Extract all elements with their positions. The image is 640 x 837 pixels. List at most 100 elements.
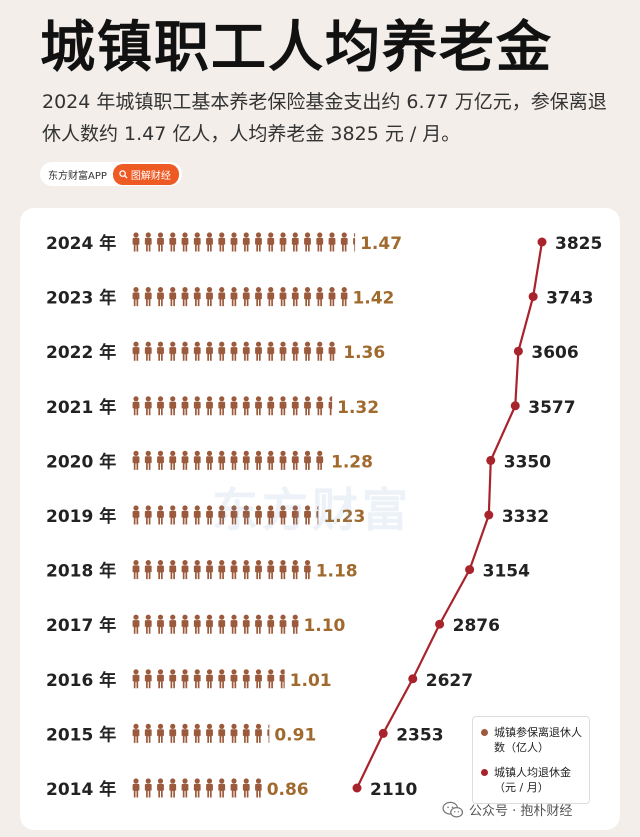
person-icon [132, 396, 140, 416]
person-icon [193, 396, 201, 416]
person-icon [193, 669, 201, 689]
person-icon [132, 232, 140, 252]
person-icon [193, 450, 201, 470]
pension-point [408, 674, 418, 684]
people-value-label: 1.42 [352, 289, 394, 309]
person-icon [304, 450, 311, 470]
person-icon [255, 560, 262, 580]
person-icon [291, 450, 299, 470]
person-icon [169, 560, 177, 580]
person-icon [206, 614, 213, 634]
person-icon [255, 450, 262, 470]
person-icon [255, 396, 262, 416]
pension-value-label: 3606 [531, 343, 578, 363]
person-icon [218, 614, 226, 634]
person-icon [169, 287, 177, 307]
category-label: 2015 年 [46, 724, 116, 745]
person-icon [144, 341, 152, 361]
person-icon [144, 505, 152, 525]
person-icon [206, 778, 213, 798]
people-value-label: 1.47 [360, 234, 402, 254]
pension-value-label: 3154 [483, 562, 530, 582]
legend-label-pension: 城镇人均退休金（元 / 月） [494, 766, 571, 794]
person-icon [316, 450, 324, 470]
person-icon [181, 505, 189, 525]
person-icon [242, 450, 250, 470]
person-icon [255, 232, 262, 252]
person-icon [157, 341, 164, 361]
person-icon [291, 614, 299, 634]
person-icon [169, 669, 177, 689]
person-icon [206, 341, 213, 361]
person-icon [193, 723, 201, 743]
person-icon [279, 341, 287, 361]
person-icon [193, 778, 201, 798]
person-icon [157, 396, 164, 416]
person-icon [132, 560, 140, 580]
person-icon [230, 287, 238, 307]
pension-value-label: 3743 [546, 289, 593, 309]
person-icon [157, 560, 164, 580]
people-value-label: 0.91 [274, 725, 316, 745]
person-icon [181, 669, 189, 689]
person-icon [144, 287, 152, 307]
person-icon [218, 560, 226, 580]
person-icon [206, 287, 213, 307]
person-icon [340, 287, 348, 307]
person-icon [267, 560, 275, 580]
legend-label-people: 城镇参保离退休人数（亿人） [494, 726, 582, 754]
people-bar [132, 560, 311, 580]
person-icon [242, 778, 250, 798]
person-icon [255, 341, 262, 361]
pension-value-label: 2876 [453, 616, 500, 636]
person-icon [206, 450, 213, 470]
person-icon [255, 669, 262, 689]
person-icon [291, 287, 299, 307]
category-label: 2020 年 [46, 451, 116, 472]
legend-dot-pension [481, 769, 488, 776]
legend: 城镇参保离退休人数（亿人） 城镇人均退休金（元 / 月） [472, 716, 590, 804]
person-icon [255, 614, 262, 634]
people-value-label: 1.18 [316, 562, 358, 582]
person-icon [304, 560, 311, 580]
person-icon [230, 723, 238, 743]
person-icon [230, 396, 238, 416]
page-title: 城镇职工人均养老金 [40, 15, 554, 79]
person-icon [206, 396, 213, 416]
person-icon [304, 287, 311, 307]
pension-value-label: 2353 [396, 725, 443, 745]
person-icon [132, 505, 140, 525]
people-value-label: 0.86 [267, 780, 309, 800]
people-value-label: 1.23 [323, 507, 365, 527]
person-icon [267, 396, 275, 416]
person-icon [291, 396, 299, 416]
person-icon [279, 396, 287, 416]
pension-point [486, 455, 496, 465]
person-icon [218, 287, 226, 307]
person-icon [181, 232, 189, 252]
pension-value-label: 2110 [370, 780, 417, 800]
category-label: 2016 年 [46, 670, 116, 691]
person-icon [144, 614, 152, 634]
person-icon [169, 396, 177, 416]
person-icon [218, 232, 226, 252]
person-icon [279, 287, 287, 307]
pension-value-label: 3332 [502, 507, 549, 527]
person-icon [230, 778, 238, 798]
person-icon [157, 450, 164, 470]
pension-point [435, 619, 445, 629]
person-icon [218, 723, 226, 743]
person-icon [132, 614, 140, 634]
pension-value-label: 2627 [426, 671, 473, 691]
person-icon [157, 723, 164, 743]
pension-point [378, 728, 388, 738]
person-icon [328, 396, 333, 416]
legend-item-pension: 城镇人均退休金（元 / 月） [481, 765, 589, 795]
person-icon [242, 723, 250, 743]
source-tag[interactable]: 图解财经 [112, 163, 179, 185]
person-icon [169, 723, 177, 743]
people-value-label: 1.01 [290, 671, 332, 691]
person-icon [144, 669, 152, 689]
person-icon [267, 723, 270, 743]
person-icon [242, 341, 250, 361]
